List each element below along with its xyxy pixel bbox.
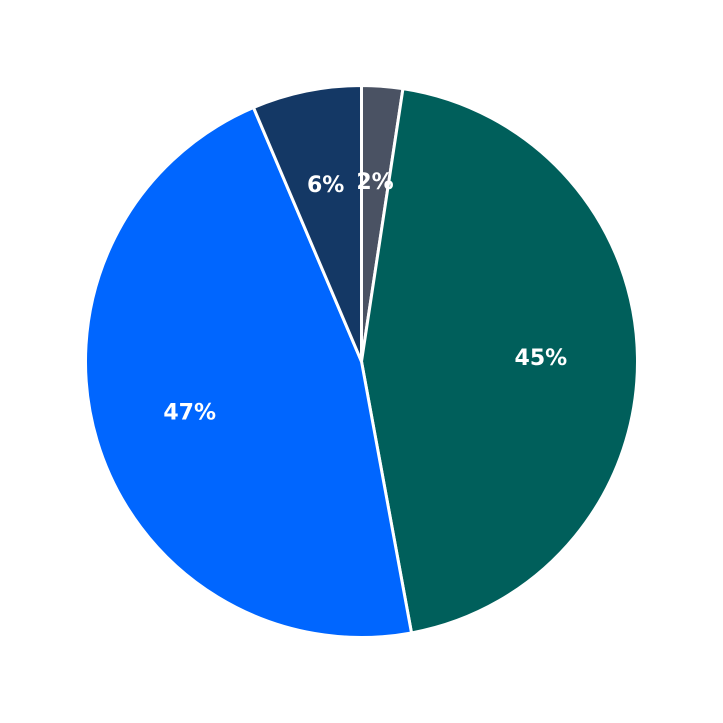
pie-slice-label-1: 45% — [515, 346, 568, 371]
pie-slice-label-3: 6% — [307, 173, 344, 198]
pie-labels: 2% 45% 47% 6% — [163, 170, 567, 426]
pie-slice-label-2: 47% — [163, 401, 216, 426]
pie-slices — [84, 84, 639, 639]
pie-slice-2 — [84, 106, 414, 639]
pie-slice-label-0: 2% — [356, 170, 393, 195]
pie-slice-3 — [251, 84, 363, 363]
pie-slice-1 — [360, 87, 639, 635]
